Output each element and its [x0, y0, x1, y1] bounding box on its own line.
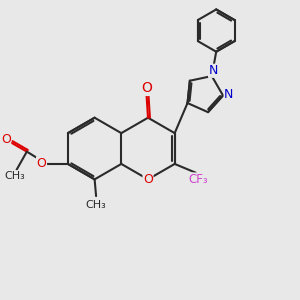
Text: O: O: [141, 81, 152, 95]
Text: O: O: [37, 157, 46, 170]
Text: CH₃: CH₃: [86, 200, 106, 210]
Text: N: N: [224, 88, 234, 100]
Text: CF₃: CF₃: [188, 173, 208, 186]
Text: CH₃: CH₃: [5, 171, 26, 181]
Text: O: O: [1, 134, 10, 146]
Text: N: N: [208, 64, 218, 77]
Text: O: O: [143, 173, 153, 186]
